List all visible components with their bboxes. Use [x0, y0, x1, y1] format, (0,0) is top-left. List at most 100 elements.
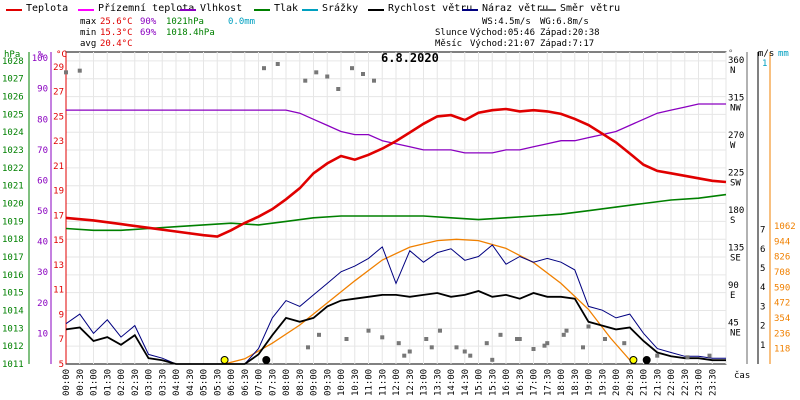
tick-hpa: 1018	[2, 235, 24, 245]
wind-dir-point	[586, 324, 591, 329]
wind-dir-point	[325, 74, 330, 79]
wind-dir-point	[655, 353, 660, 358]
tick-c: 27	[53, 88, 64, 98]
stat-max-temp: 25.6°C	[100, 17, 133, 27]
tick-pct: 30	[37, 268, 48, 278]
tick-hpa: 1015	[2, 289, 24, 299]
tick-time: 16:30	[516, 369, 526, 396]
tick-deg-dir: S	[730, 216, 735, 226]
series-layer	[64, 62, 727, 365]
wind-dir-point	[380, 335, 385, 340]
legend-tlak: Tlak	[274, 3, 299, 14]
tick-deg: 180	[728, 206, 744, 216]
wind-dir-point	[350, 66, 354, 71]
legend-teplota: Teplota	[26, 3, 69, 14]
tick-hpa: 1017	[2, 253, 24, 263]
series-pressure	[65, 193, 727, 232]
tick-deg-dir: NW	[730, 104, 741, 114]
tick-deg-dir: W	[730, 141, 736, 151]
tick-time: 14:00	[447, 369, 457, 396]
tick-time: 08:30	[296, 369, 306, 396]
tick-c: 9	[59, 310, 64, 320]
tick-time: 03:30	[158, 369, 168, 396]
tick-ms: 4	[760, 283, 765, 293]
tick-time: 17:30	[543, 369, 553, 396]
tick-time: 04:30	[186, 369, 196, 396]
tick-time: 02:00	[117, 369, 127, 396]
wind-dir-point	[603, 337, 607, 341]
tick-time: 05:00	[200, 369, 210, 396]
tick-deg-dir: SW	[730, 179, 741, 189]
tick-rad: 118	[774, 345, 790, 355]
tick-pct: 10	[37, 329, 48, 339]
tick-time: 12:30	[406, 369, 416, 396]
stat-min-label: min	[80, 28, 97, 38]
tick-time: 21:00	[640, 369, 650, 396]
series-humidity	[66, 103, 726, 154]
sun-rise: Východ:05:46	[470, 28, 536, 38]
tick-pct: 80	[37, 115, 48, 125]
wind-dir-point	[707, 353, 712, 358]
tick-deg-dir: NE	[730, 329, 741, 339]
series-temperature	[65, 107, 727, 238]
tick-c: 19	[53, 187, 64, 197]
tick-hpa: 1012	[2, 342, 24, 352]
stat-max-hum: 90%	[140, 17, 157, 27]
tick-c: 11	[53, 286, 64, 296]
tick-deg: 360	[728, 56, 744, 66]
tick-time: 08:00	[282, 369, 292, 396]
tick-c: 29	[53, 63, 64, 73]
wind-dir-point	[306, 345, 310, 350]
wind-dir-point	[685, 355, 690, 360]
axis-unit-time: čas	[734, 370, 750, 381]
grid	[65, 51, 727, 365]
legend-line-srazky	[302, 9, 318, 11]
tick-c: 25	[53, 112, 64, 122]
tick-rad: 1062	[774, 222, 796, 232]
tick-time: 01:30	[103, 369, 113, 396]
tick-deg: 90	[728, 281, 739, 291]
tick-pct: 70	[37, 146, 48, 156]
wind-dir-point	[77, 68, 82, 73]
tick-hpa: 1023	[2, 146, 24, 156]
axis-unit-hpa: hPa	[4, 50, 20, 60]
axis-unit-c: °C	[56, 50, 67, 60]
legend-line-smer	[540, 9, 556, 11]
tick-time: 16:00	[502, 369, 512, 396]
tick-time: 15:30	[488, 369, 498, 396]
stat-max-press: 1021hPa	[166, 17, 204, 27]
tick-time: 19:30	[598, 369, 608, 396]
tick-time: 11:30	[378, 369, 388, 396]
wind-ws: WS:4.5m/s	[482, 17, 531, 27]
tick-ms-top: 1	[762, 59, 767, 69]
tick-hpa: 1016	[2, 271, 24, 281]
tick-deg-dir: E	[730, 291, 735, 301]
wind-dir-point	[438, 328, 442, 333]
wind-dir-point	[462, 349, 467, 354]
moonrise-marker	[642, 356, 651, 364]
tick-time: 03:00	[145, 369, 155, 396]
tick-time: 18:00	[557, 369, 567, 396]
wind-dir-point	[429, 345, 434, 350]
wind-dir-point	[314, 70, 319, 75]
tick-time: 09:00	[310, 369, 320, 396]
stat-avg-temp: 20.4°C	[100, 39, 133, 49]
tick-hpa: 1025	[2, 110, 24, 120]
tick-pct: 50	[37, 207, 48, 217]
wind-dir-point	[366, 328, 371, 333]
tick-c: 23	[53, 137, 64, 147]
tick-time: 18:30	[571, 369, 581, 396]
legend-line-tlak	[254, 9, 270, 11]
legend-vlhkost: Vlhkost	[200, 3, 243, 14]
wind-dir-point	[531, 347, 536, 351]
tick-c: 17	[53, 211, 64, 221]
series-wind-speed	[65, 290, 726, 365]
tick-hpa: 1019	[2, 217, 24, 227]
wind-dir-point	[468, 353, 473, 358]
wind-dir-point	[275, 62, 280, 66]
legend-line-naraz	[462, 9, 478, 11]
axis-unit-mm: mm	[778, 49, 789, 59]
tick-time: 17:00	[530, 369, 540, 396]
sunrise-marker	[220, 356, 229, 364]
tick-time: 10:00	[337, 369, 347, 396]
